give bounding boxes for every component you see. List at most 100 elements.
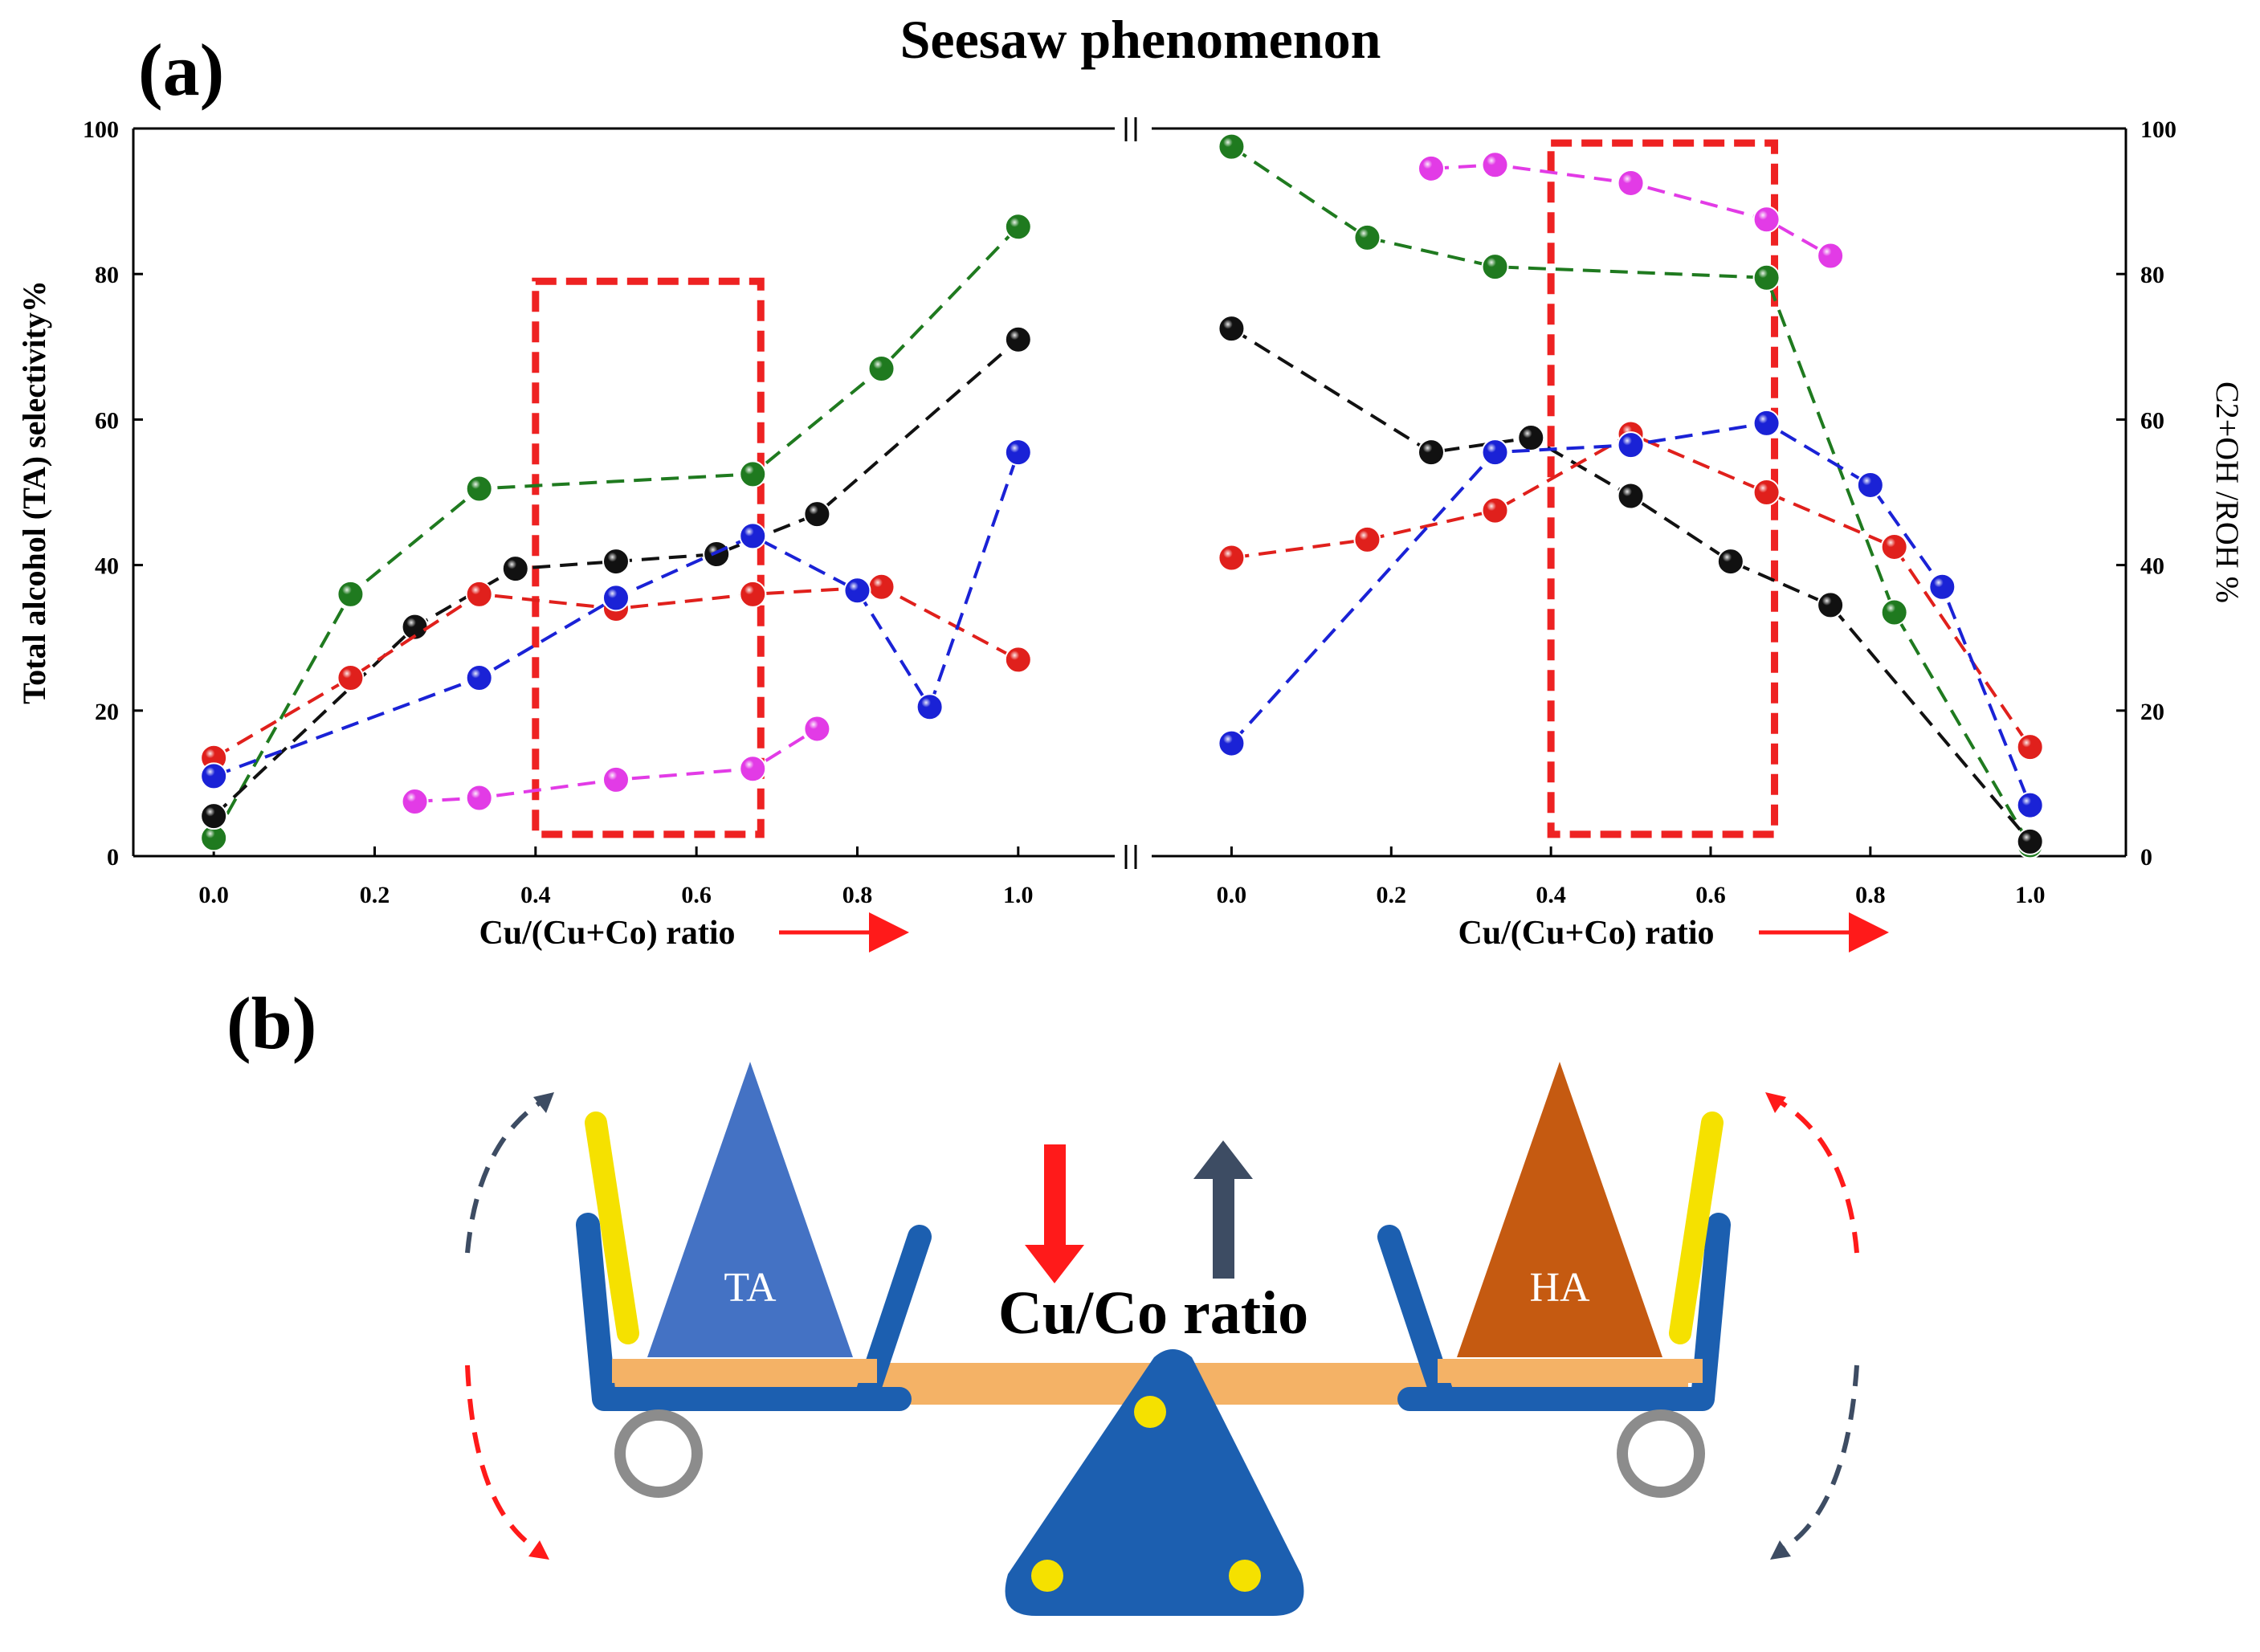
right-seat-frame <box>1377 1213 1731 1411</box>
data-point-highlight <box>1618 170 1643 195</box>
data-point-highlight <box>603 585 628 610</box>
data-point-highlight <box>2017 735 2042 760</box>
data-point-highlight <box>1219 545 1244 570</box>
data-point-magenta <box>465 784 493 812</box>
data-point-red <box>465 580 493 608</box>
data-point-highlight <box>845 578 870 603</box>
chart-title: Seesaw phenomenon <box>900 9 1381 70</box>
x-tick-label: 0.2 <box>1377 882 1407 908</box>
data-point-highlight <box>1006 440 1030 465</box>
left-upper-swing-arrow-icon <box>465 1096 548 1254</box>
data-point-green <box>465 475 493 503</box>
data-point-highlight <box>740 757 765 781</box>
data-point-green <box>1004 213 1032 241</box>
data-point-red <box>739 580 767 608</box>
data-point-red <box>1880 532 1908 561</box>
data-point-highlight <box>1618 433 1643 458</box>
data-point-highlight <box>704 542 729 567</box>
data-point-highlight <box>2017 793 2042 818</box>
data-point-blue <box>1928 573 1956 601</box>
ta-weight-label: TA <box>724 1265 777 1311</box>
data-point-black <box>501 555 529 583</box>
data-point-black <box>1716 548 1744 576</box>
left-upper-arrowhead-icon <box>533 1092 554 1113</box>
data-point-highlight <box>1718 549 1743 574</box>
x-tick-label: 0.6 <box>681 882 712 908</box>
data-point-highlight <box>467 666 492 691</box>
right-upper-arrowhead-icon <box>1765 1092 1786 1113</box>
data-point-highlight <box>1219 316 1244 341</box>
data-point-highlight <box>1618 483 1643 508</box>
data-point-highlight <box>1483 440 1507 465</box>
data-point-highlight <box>603 767 628 792</box>
axes-frame <box>132 127 2127 858</box>
data-point-red <box>1353 525 1381 553</box>
series-line-green <box>1230 145 2032 846</box>
data-point-highlight <box>805 716 830 741</box>
y-tick-label: 60 <box>2140 407 2164 434</box>
data-point-blue <box>916 693 944 721</box>
y-tick-label: 20 <box>95 699 119 725</box>
data-point-highlight <box>467 476 492 501</box>
data-point-black <box>1817 591 1845 619</box>
data-point-highlight <box>338 666 363 691</box>
data-point-highlight <box>2017 829 2042 854</box>
data-point-magenta <box>602 765 630 793</box>
data-point-highlight <box>1754 207 1779 232</box>
data-point-highlight <box>1882 534 1907 559</box>
data-point-black <box>1417 438 1445 467</box>
y-tick-label: 40 <box>2140 553 2164 580</box>
x-tick-label: 1.0 <box>2015 882 2046 908</box>
data-point-blue <box>739 522 767 550</box>
data-point-black <box>803 500 831 528</box>
seesaw-diagram: TA HA Cu/Co ratio <box>465 1062 1859 1616</box>
data-point-blue <box>1218 729 1246 757</box>
data-point-blue <box>1752 409 1781 437</box>
y-tick-label: 80 <box>95 262 119 288</box>
data-point-highlight <box>1006 327 1030 352</box>
data-point-green <box>1353 223 1381 251</box>
right-lower-arrowhead-icon <box>1770 1540 1791 1560</box>
data-point-highlight <box>1519 426 1544 451</box>
data-point-green <box>200 824 228 852</box>
data-point-highlight <box>1418 156 1443 181</box>
data-point-highlight <box>202 804 226 829</box>
data-point-red <box>337 664 365 692</box>
data-point-green <box>1752 263 1781 292</box>
right-y-axis-title: C2+OH /ROH % <box>2209 381 2246 603</box>
data-point-highlight <box>740 462 765 487</box>
right-x-axis-title: Cu/(Cu+Co) ratio <box>1458 915 1714 952</box>
pivot-bolt-top <box>1134 1396 1166 1428</box>
left-lower-swing-arrow-icon <box>465 1364 540 1552</box>
data-point-blue <box>1481 438 1509 467</box>
data-point-highlight <box>467 581 492 606</box>
data-point-highlight <box>1818 593 1843 618</box>
x-tick-label: 1.0 <box>1003 882 1034 908</box>
left-y-axis-title: Total alcohol (TA) selectivity% <box>16 280 52 704</box>
data-point-highlight <box>202 764 226 789</box>
data-point-black <box>1218 315 1246 343</box>
data-point-black <box>1517 424 1545 452</box>
x-tick-label: 0.8 <box>842 882 873 908</box>
data-point-highlight <box>1754 265 1779 290</box>
series-line-black <box>212 338 1020 818</box>
data-point-red <box>1218 544 1246 572</box>
data-point-highlight <box>1355 225 1380 250</box>
series-line-blue <box>1230 421 2032 806</box>
data-point-highlight <box>467 785 492 810</box>
data-point-black <box>401 613 429 641</box>
data-point-highlight <box>740 524 765 549</box>
y-tick-label: 40 <box>95 553 119 580</box>
data-point-green <box>1218 133 1246 161</box>
left-x-axis-title: Cu/(Cu+Co) ratio <box>479 915 735 952</box>
left-seat-base <box>612 1359 877 1383</box>
data-point-highlight <box>1483 153 1507 177</box>
data-point-black <box>2016 827 2044 855</box>
data-point-highlight <box>740 581 765 606</box>
right-handle <box>1669 1112 1724 1344</box>
data-point-highlight <box>1355 527 1380 552</box>
data-point-green <box>867 354 895 382</box>
y-tick-label: 0 <box>2140 844 2152 871</box>
right-upper-swing-arrow-icon <box>1773 1096 1859 1254</box>
x-tick-label: 0.0 <box>1217 882 1247 908</box>
